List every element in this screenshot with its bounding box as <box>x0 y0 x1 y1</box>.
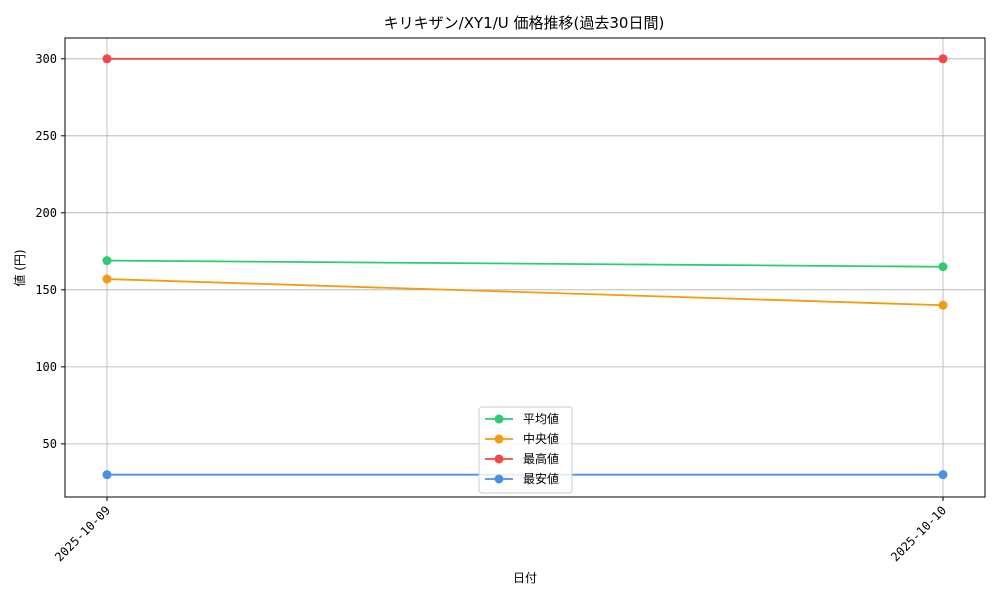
legend-label: 平均値 <box>523 411 559 426</box>
data-point <box>102 256 112 266</box>
x-tick-label: 2025-10-10 <box>888 503 949 564</box>
data-point <box>938 300 948 310</box>
plot-area-frame <box>64 37 986 498</box>
data-point <box>938 470 948 480</box>
data-point <box>938 54 948 64</box>
x-axis-label: 日付 <box>513 571 537 585</box>
chart-title: キリキザン/XY1/U 価格推移(過去30日間) <box>384 14 665 32</box>
legend-swatch-marker <box>494 474 504 484</box>
y-tick-label: 50 <box>43 437 57 451</box>
legend-swatch-marker <box>494 434 504 444</box>
data-point <box>102 274 112 284</box>
legend-box <box>478 406 573 494</box>
y-tick-label: 250 <box>35 129 57 143</box>
y-axis-label: 値 (円) <box>12 249 27 286</box>
series-line <box>106 278 944 307</box>
legend-swatch-marker <box>494 414 504 424</box>
data-point <box>102 54 112 64</box>
y-tick-label: 100 <box>35 360 57 374</box>
x-tick-label: 2025-10-09 <box>52 503 113 564</box>
legend-label: 中央値 <box>523 431 559 446</box>
y-tick-label: 300 <box>35 52 57 66</box>
y-tick-label: 200 <box>35 206 57 220</box>
data-point <box>938 262 948 272</box>
y-tick-label: 150 <box>35 283 57 297</box>
series-line <box>106 259 944 268</box>
legend-swatch-marker <box>494 454 504 464</box>
data-point <box>102 470 112 480</box>
y-axis-ticks: 50 100 150 200 250 300 <box>35 52 65 451</box>
x-axis-ticks: 2025-10-09 2025-10-10 <box>52 497 949 564</box>
legend-label: 最高値 <box>523 451 559 466</box>
legend-label: 最安値 <box>523 471 559 486</box>
